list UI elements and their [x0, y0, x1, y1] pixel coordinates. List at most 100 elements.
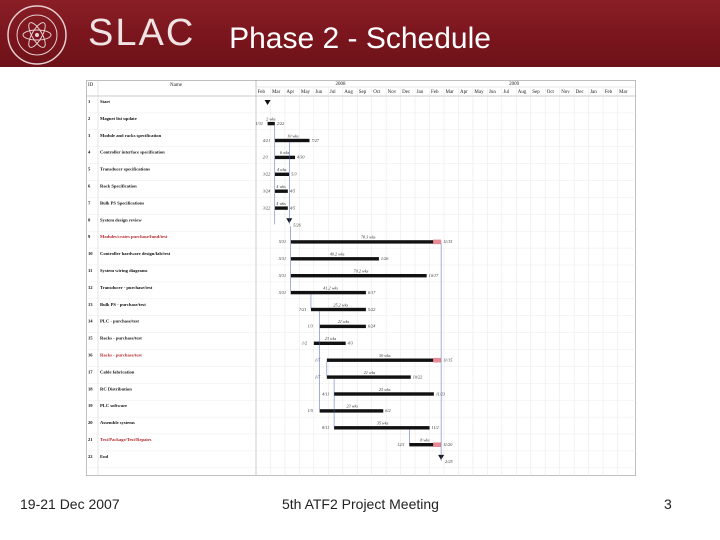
task-name: RC Distribution: [100, 386, 132, 391]
month-label: Apr: [460, 90, 468, 95]
task-end-label: 5/3: [291, 172, 296, 177]
task-id: 19: [88, 403, 93, 408]
task-name: Rack Specification: [100, 184, 137, 189]
task-name: Controller interface specification: [100, 150, 165, 155]
footer-date: 19-21 Dec 2007: [20, 496, 120, 512]
task-duration-label: 78.3 wks: [361, 235, 376, 240]
month-label: Feb: [258, 90, 266, 95]
task-duration-label: 6 wks: [280, 150, 290, 155]
task-bar: [274, 189, 288, 193]
task-duration-label: 25.2 wks: [333, 302, 348, 307]
month-label: Jul: [503, 90, 509, 95]
task-id: 18: [88, 386, 93, 391]
task-end-label: 11/15: [443, 239, 452, 244]
task-name: Racks - purchase/test: [100, 353, 142, 358]
name-column-header: Name: [170, 83, 183, 88]
task-bar: [334, 392, 434, 396]
task-name: PLC - purchase/test: [100, 319, 139, 324]
task-name: Bulk PS - purchase/test: [100, 302, 146, 307]
task-start-label: 2/1: [263, 155, 268, 160]
month-label: Dec: [402, 90, 411, 95]
task-start-label: 7/21: [299, 307, 306, 312]
task-end-label: 11/23: [436, 391, 445, 396]
task-duration-label: 35 wks: [377, 421, 389, 426]
task-end-label: 2/22: [277, 121, 284, 126]
task-start-label: 3/22: [263, 205, 270, 210]
task-start-label: 1/3: [308, 324, 313, 329]
gantt-chart: ID Name 2008 2009 Feb Mar Apr May Jun Jul Aug Sep Oc…: [86, 80, 636, 476]
month-label: Mar: [272, 90, 281, 95]
stanford-seal-logo: [7, 5, 67, 65]
task-bar: [267, 121, 275, 126]
task-name: PLC software: [100, 403, 127, 408]
task-bar: [334, 426, 430, 430]
month-label: Feb: [605, 90, 613, 95]
task-bar: [290, 274, 427, 278]
task-id: 13: [88, 302, 93, 307]
task-start-label: 5/31: [279, 256, 286, 261]
task-end-label: 11/2: [432, 425, 439, 430]
task-name: Racks - purchase/test: [100, 336, 142, 341]
task-id: 3: [88, 133, 91, 138]
task-start-label: 1/2: [302, 341, 307, 346]
month-label: Jun: [489, 90, 496, 95]
task-duration-label: 21 wks: [364, 370, 376, 375]
month-label: Jun: [315, 90, 322, 95]
task-id: 21: [88, 437, 93, 442]
month-label: Sep: [532, 90, 540, 95]
task-end-label: 11/20: [443, 442, 453, 447]
task-name: End: [100, 454, 109, 459]
task-id: 10: [88, 251, 93, 256]
task-id: 15: [88, 336, 93, 341]
task-id: 16: [88, 353, 93, 358]
month-label: Oct: [373, 90, 381, 95]
task-bar: [290, 240, 442, 244]
month-label: Nov: [388, 90, 397, 95]
task-name: Start: [100, 99, 110, 104]
task-start-label: 1/31: [256, 121, 263, 126]
task-bar: [326, 375, 411, 379]
task-end-label: 1/26: [381, 256, 389, 261]
task-start-label: 3/24: [263, 189, 270, 194]
task-bar: [319, 324, 366, 329]
task-id: 11: [88, 268, 93, 273]
task-id: 6: [88, 184, 91, 189]
month-label: Jan: [417, 90, 424, 95]
task-duration-label: 4 wks: [276, 184, 286, 189]
task-start-label: 5/31: [279, 290, 286, 295]
task-name: System design review: [100, 217, 142, 222]
task-duration-label: 30 wks: [379, 353, 391, 358]
task-duration-label: 21 wks: [338, 319, 350, 324]
task-start-label: 1/7: [315, 358, 321, 363]
task-end-label: 6/2: [385, 408, 390, 413]
task-name: System wiring diagrams: [100, 268, 148, 273]
month-label: Oct: [547, 90, 555, 95]
task-bar: [274, 155, 296, 160]
month-label: Nov: [561, 90, 570, 95]
month-label: Aug: [344, 90, 353, 95]
task-name: Module and racks specification: [100, 133, 162, 138]
footer-event: 5th ATF2 Project Meeting: [282, 496, 439, 512]
task-start-label: 5/31: [279, 273, 286, 278]
month-label: Mar: [619, 90, 628, 95]
task-end-label: 6/17: [368, 290, 376, 295]
task-start-label: 1/7: [315, 374, 321, 379]
task-end-label: 10/22: [413, 374, 423, 379]
month-label: Aug: [518, 90, 527, 95]
month-label: Jul: [330, 90, 336, 95]
task-id: 12: [88, 285, 93, 290]
task-end-label: 6/24: [368, 324, 375, 329]
task-duration-label: 70.2 wks: [354, 269, 369, 274]
task-name: Cable fabrication: [100, 369, 135, 374]
task-id: 8: [88, 217, 91, 222]
task-start-label: 1/5: [308, 408, 313, 413]
task-start-label: 4/11: [322, 391, 329, 396]
task-start-label: 4/21: [263, 138, 270, 143]
month-label: Sep: [359, 90, 367, 95]
task-end-label: 11/15: [443, 358, 452, 363]
title-bar: SLAC Phase 2 - Schedule: [0, 0, 720, 67]
task-start-label: 12/1: [397, 442, 404, 447]
task-id: 4: [88, 150, 91, 155]
task-id: 17: [88, 369, 93, 374]
task-end-label: 5/22: [368, 307, 375, 312]
